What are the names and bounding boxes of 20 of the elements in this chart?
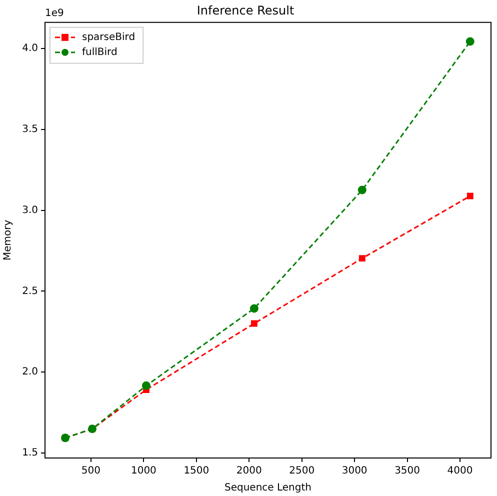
x-tick-label: 3000 (342, 466, 368, 477)
y-tick-label: 2.0 (22, 366, 38, 378)
x-tick-label: 2000 (236, 466, 262, 477)
text: 1e9 (45, 8, 64, 19)
x-tick-label: 1000 (130, 466, 156, 477)
y-tick-label: 2.5 (22, 286, 38, 297)
x-axis-title: Sequence Length (224, 482, 312, 494)
x-tick-label: 500 (81, 466, 101, 477)
legend-label: fullBird (82, 46, 118, 58)
y-tick-label: 1.5 (22, 448, 38, 459)
x-tick-label: 4000 (447, 466, 473, 477)
y-tick-label: 3.0 (22, 204, 38, 216)
y-tick-label: 3.5 (22, 124, 38, 135)
x-tick-label: 2500 (289, 466, 315, 477)
legend-label: sparseBird (82, 32, 136, 43)
x-tick-label: 1500 (184, 466, 210, 477)
y-axis-title: Memory (2, 220, 14, 261)
x-tick-label: 3500 (394, 466, 420, 477)
y-tick-label: 4.0 (22, 43, 38, 54)
chart-title: Inference Result (196, 3, 294, 18)
